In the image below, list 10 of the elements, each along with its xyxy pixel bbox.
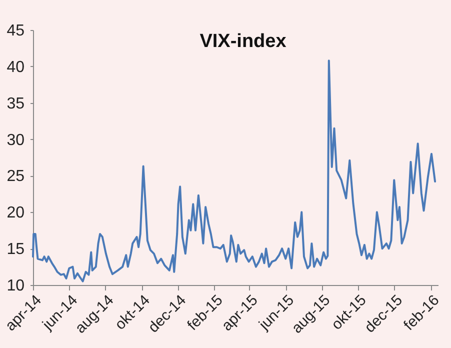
y-tick-label: 20 bbox=[6, 204, 25, 222]
y-tick-label: 10 bbox=[6, 278, 25, 294]
y-tick-label: 15 bbox=[6, 241, 25, 258]
y-tick-label: 35 bbox=[6, 95, 25, 112]
y-tick-label: 25 bbox=[6, 168, 25, 186]
y-tick-label: 30 bbox=[6, 132, 25, 149]
chart-title: VIX-index bbox=[200, 31, 287, 52]
y-tick-label: 45 bbox=[6, 22, 25, 40]
y-tick-label: 40 bbox=[6, 58, 25, 76]
line-series bbox=[32, 60, 436, 282]
